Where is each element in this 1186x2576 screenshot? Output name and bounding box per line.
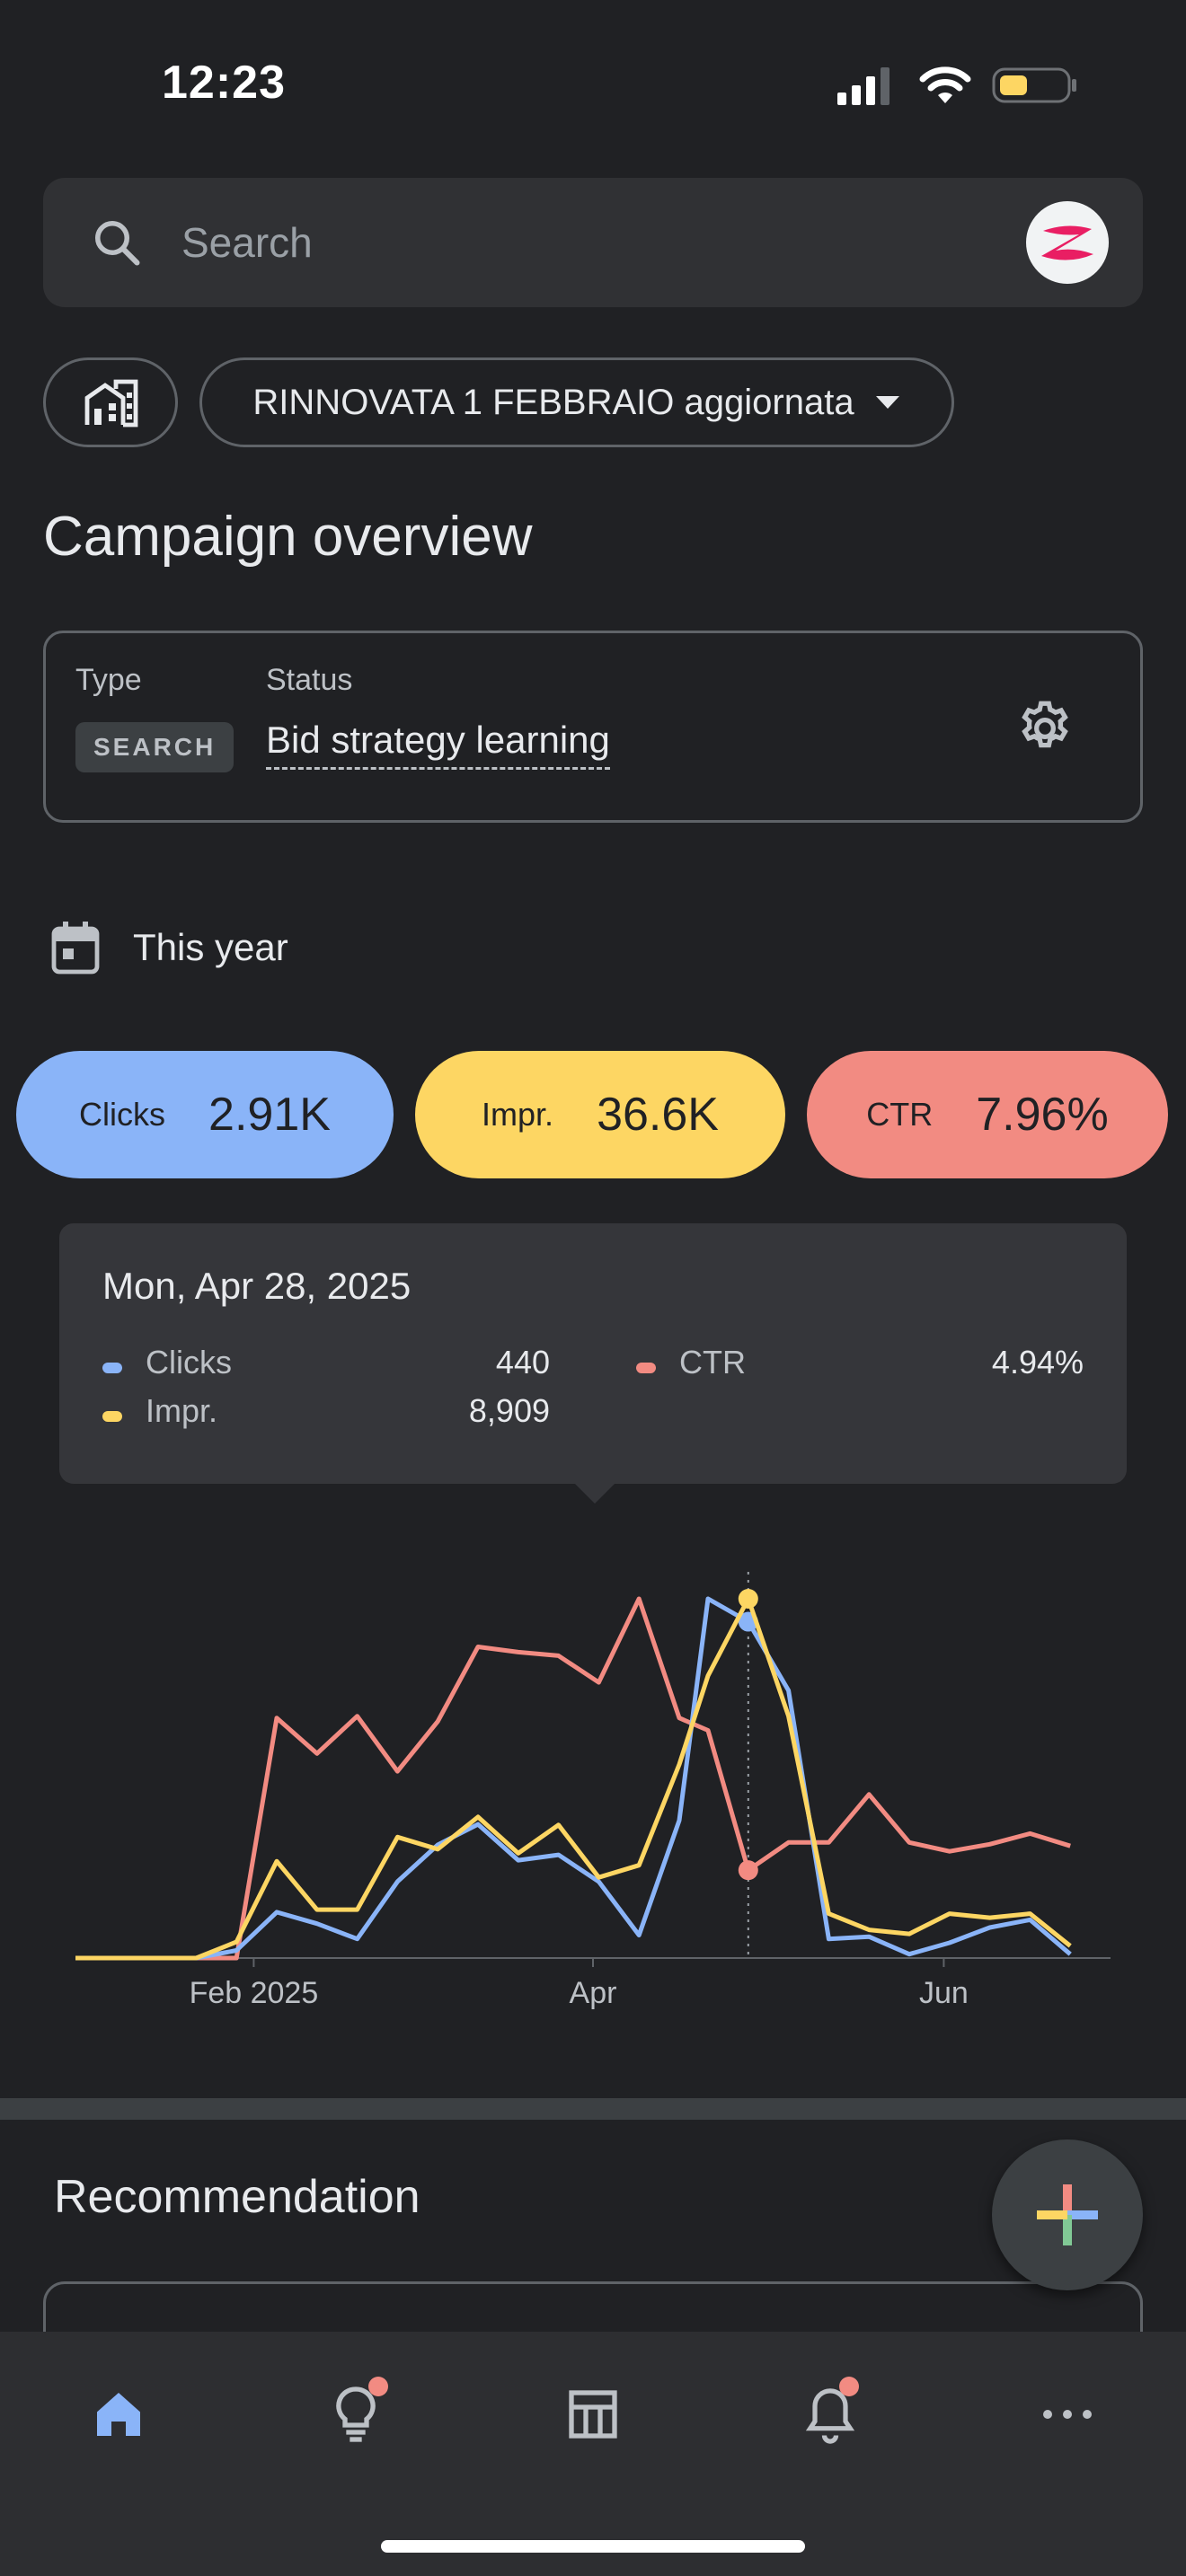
tooltip-ctr-legend: CTR	[636, 1344, 746, 1381]
gear-icon[interactable]	[1013, 697, 1076, 760]
series-line-clicks	[75, 1596, 1072, 1961]
campaign-info-card	[43, 631, 1143, 823]
search-icon	[95, 221, 140, 266]
tooltip-date: Mon, Apr 28, 2025	[102, 1265, 412, 1307]
tooltip-impr-legend: Impr.	[102, 1392, 217, 1430]
tooltip-clicks-legend: Clicks	[102, 1344, 232, 1381]
metric-value: 7.96%	[976, 1089, 1109, 1141]
nav-campaigns[interactable]	[550, 2371, 636, 2457]
status-icons	[836, 63, 1078, 108]
series-line-ctr	[75, 1596, 1071, 1961]
chart-tooltip	[59, 1223, 1127, 1484]
tooltip-impr-value: 8,909	[468, 1392, 550, 1429]
metric-ctr-pill[interactable]: CTR 7.96%	[807, 1051, 1168, 1178]
lightbulb-icon	[336, 2386, 376, 2442]
account-logo-icon	[1041, 225, 1093, 260]
ctr-legend-dot	[636, 1363, 656, 1373]
metric-label: CTR	[866, 1096, 934, 1133]
campaign-selector[interactable]: RINNOVATA 1 FEBBRAIO aggiornata	[199, 357, 954, 447]
tooltip-ctr-label: CTR	[679, 1344, 746, 1381]
nav-more[interactable]	[1024, 2371, 1111, 2457]
metric-label: Clicks	[79, 1096, 166, 1133]
type-label: Type	[75, 663, 142, 697]
battery-icon	[992, 67, 1076, 103]
highlight-point-impr	[738, 1589, 758, 1609]
chart-x-tick-label: Jun	[919, 1976, 969, 2010]
bell-icon	[805, 2388, 855, 2444]
highlight-point-ctr	[738, 1860, 758, 1881]
home-icon	[97, 2393, 140, 2436]
calendar-icon	[51, 922, 100, 975]
create-fab[interactable]	[992, 2139, 1143, 2290]
tooltip-ctr-value: 4.94%	[991, 1344, 1084, 1381]
tooltip-clicks-label: Clicks	[146, 1344, 232, 1381]
plus-icon	[1037, 2184, 1098, 2245]
date-range-label: This year	[133, 926, 288, 968]
bottom-nav	[0, 2332, 1186, 2576]
tooltip-clicks-value: 440	[495, 1344, 550, 1381]
nav-recommendations[interactable]	[313, 2371, 399, 2457]
wifi-icon	[919, 66, 971, 103]
search-input[interactable]: Search	[181, 219, 313, 266]
metric-impressions-pill[interactable]: Impr. 36.6K	[415, 1051, 785, 1178]
tooltip-arrow	[573, 1482, 616, 1504]
account-chip[interactable]	[43, 357, 178, 447]
nav-home[interactable]	[75, 2371, 162, 2457]
building-icon	[84, 379, 138, 428]
status-value[interactable]: Bid strategy learning	[266, 719, 610, 770]
series-line-impr	[75, 1596, 1072, 1961]
clicks-legend-dot	[102, 1363, 122, 1373]
performance-chart[interactable]: Feb 2025 Apr Jun	[0, 1527, 1186, 2012]
type-badge: SEARCH	[75, 722, 235, 772]
status-label: Status	[266, 663, 353, 697]
table-icon	[569, 2390, 617, 2439]
date-range-selector[interactable]: This year	[50, 920, 288, 975]
metric-clicks-pill[interactable]: Clicks 2.91K	[16, 1051, 394, 1178]
more-icon	[1043, 2410, 1092, 2419]
recommendation-title: Recommendation	[54, 2171, 420, 2223]
chart-x-tick-label: Feb 2025	[190, 1976, 319, 2010]
metric-value: 2.91K	[208, 1089, 331, 1141]
signal-icon	[837, 67, 890, 105]
search-bar[interactable]: Search	[43, 178, 1143, 307]
tooltip-impr-label: Impr.	[146, 1392, 218, 1429]
campaign-name: RINNOVATA 1 FEBBRAIO aggiornata	[252, 382, 854, 422]
metric-label: Impr.	[482, 1096, 554, 1133]
status-time: 12:23	[162, 57, 286, 109]
avatar[interactable]	[1026, 201, 1109, 284]
impr-legend-dot	[102, 1411, 122, 1422]
chart-x-tick-label: Apr	[570, 1976, 617, 2010]
notifications-badge	[839, 2377, 859, 2396]
section-divider	[0, 2098, 1186, 2120]
page-title: Campaign overview	[43, 506, 533, 568]
home-indicator	[381, 2540, 805, 2553]
dropdown-arrow-icon	[875, 396, 899, 409]
recommendations-badge	[368, 2377, 388, 2396]
metric-value: 36.6K	[597, 1089, 719, 1141]
nav-notifications[interactable]	[787, 2371, 873, 2457]
